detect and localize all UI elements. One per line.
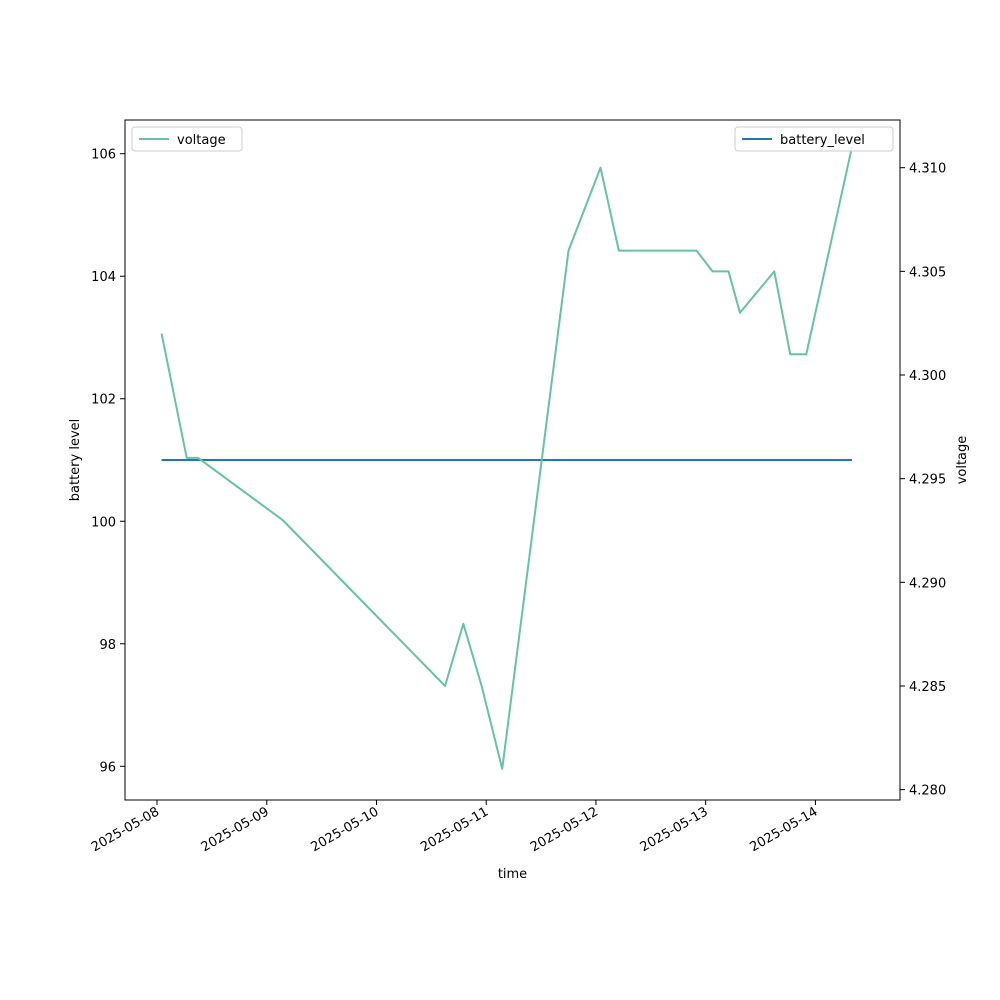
- y-left-tick-label: 96: [99, 760, 116, 775]
- y-right-tick-label: 4.290: [909, 576, 946, 591]
- y-right-tick-label: 4.285: [909, 680, 946, 695]
- y-left-tick-label: 102: [91, 393, 116, 408]
- legend-label: battery_level: [780, 133, 865, 148]
- plot-frame: [124, 119, 901, 801]
- series-line-voltage: [160, 146, 853, 770]
- y-left-tick-label: 106: [91, 148, 116, 163]
- legend-box: [734, 126, 894, 152]
- y-left-axis-label: battery level: [68, 419, 83, 502]
- y-right-axis-label: voltage: [955, 436, 970, 485]
- y-right-tick-label: 4.295: [909, 473, 946, 488]
- legend-box: [131, 126, 243, 152]
- y-left-tick-label: 100: [91, 515, 116, 530]
- y-right-tick-label: 4.305: [909, 265, 946, 280]
- y-left-tick-label: 104: [91, 270, 116, 285]
- x-axis-label: time: [498, 867, 527, 882]
- legend-top-right: battery_level: [734, 126, 894, 152]
- y-left-tick-label: 98: [99, 638, 116, 653]
- legend-top-left: voltage: [131, 126, 243, 152]
- legend-label: voltage: [177, 133, 226, 148]
- y-right-tick-label: 4.300: [909, 369, 946, 384]
- y-right-tick-label: 4.280: [909, 784, 946, 799]
- y-right-tick-label: 4.310: [909, 162, 946, 177]
